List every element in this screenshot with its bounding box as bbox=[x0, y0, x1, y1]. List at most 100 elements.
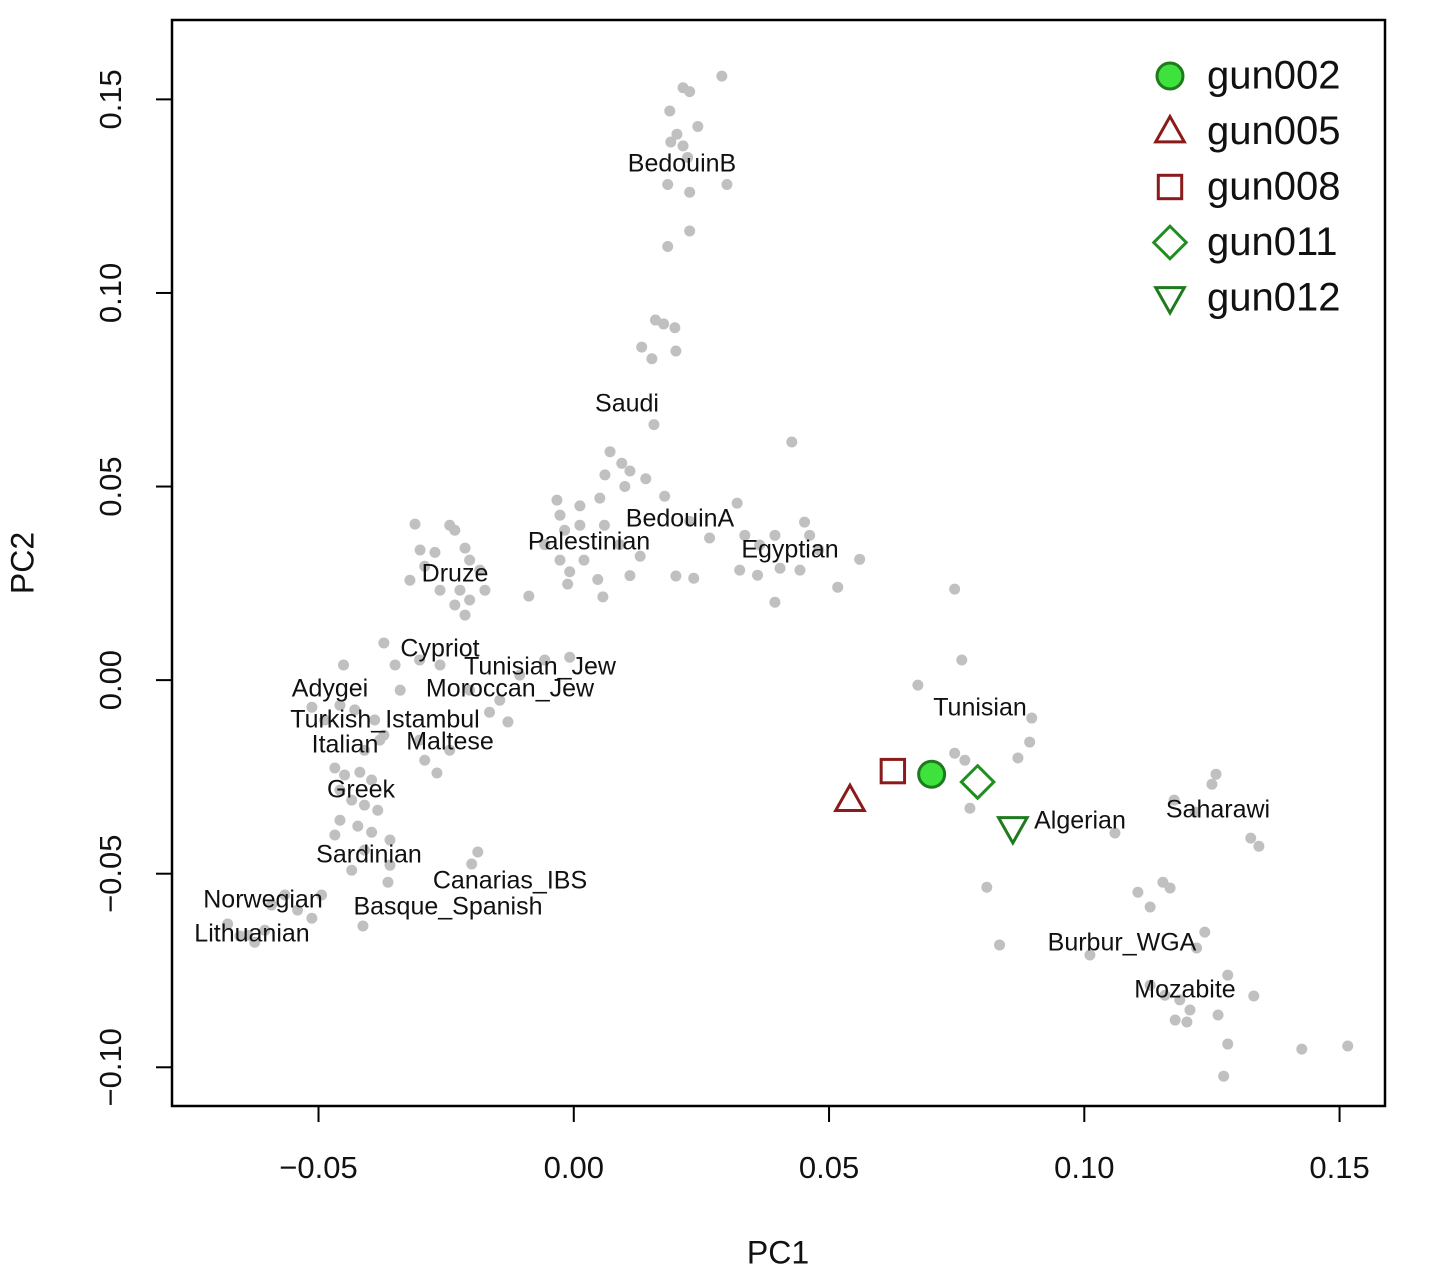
reference-point bbox=[539, 654, 551, 666]
reference-point bbox=[1132, 886, 1144, 898]
reference-point bbox=[349, 704, 361, 716]
reference-point bbox=[604, 446, 616, 458]
reference-point bbox=[444, 744, 456, 756]
reference-point bbox=[1199, 926, 1211, 938]
reference-point bbox=[222, 918, 234, 930]
group-label: Burbur_WGA bbox=[1048, 929, 1197, 957]
reference-point bbox=[306, 701, 318, 713]
reference-point bbox=[804, 529, 816, 541]
reference-point bbox=[329, 829, 341, 841]
reference-point bbox=[292, 904, 304, 916]
reference-point bbox=[716, 70, 728, 82]
reference-point bbox=[464, 594, 476, 606]
reference-point bbox=[404, 574, 416, 586]
reference-point bbox=[449, 524, 461, 536]
reference-point bbox=[474, 564, 486, 576]
legend-marker bbox=[1151, 224, 1189, 261]
group-label: Tunisian bbox=[933, 694, 1027, 722]
reference-point bbox=[578, 554, 590, 566]
reference-point bbox=[464, 684, 476, 696]
reference-point bbox=[658, 318, 670, 330]
reference-point bbox=[472, 846, 484, 858]
legend-marker bbox=[1155, 61, 1185, 91]
group-label: Greek bbox=[327, 776, 396, 804]
reference-point bbox=[684, 186, 696, 198]
reference-point bbox=[684, 515, 696, 527]
reference-point bbox=[266, 899, 278, 911]
legend-marker bbox=[1153, 286, 1187, 317]
reference-point bbox=[769, 529, 781, 541]
sample-marker bbox=[833, 782, 867, 813]
reference-point bbox=[564, 651, 576, 663]
reference-point bbox=[434, 659, 446, 671]
legend-label: gun012 bbox=[1207, 276, 1340, 320]
reference-point bbox=[372, 804, 384, 816]
reference-point bbox=[671, 128, 683, 140]
reference-point bbox=[366, 826, 378, 838]
reference-point bbox=[813, 544, 825, 556]
reference-point bbox=[597, 591, 609, 603]
reference-point bbox=[752, 569, 764, 581]
reference-point bbox=[616, 457, 628, 469]
reference-point bbox=[378, 637, 390, 649]
reference-point bbox=[594, 492, 606, 504]
reference-point bbox=[774, 562, 786, 574]
sample-marker bbox=[959, 763, 996, 801]
reference-point bbox=[1012, 752, 1024, 764]
sample-marker bbox=[879, 757, 907, 785]
reference-point bbox=[662, 240, 674, 252]
reference-point bbox=[739, 529, 751, 541]
reference-point bbox=[249, 936, 261, 948]
reference-point bbox=[682, 151, 694, 163]
reference-point bbox=[378, 729, 390, 741]
legend-marker bbox=[1153, 113, 1187, 144]
reference-point bbox=[346, 794, 358, 806]
reference-point bbox=[459, 609, 471, 621]
reference-point bbox=[649, 314, 661, 326]
group-label: Palestinian bbox=[528, 528, 650, 556]
reference-point bbox=[1218, 1070, 1230, 1082]
reference-point bbox=[346, 864, 358, 876]
y-tick-label: −0.10 bbox=[93, 1028, 128, 1106]
reference-point bbox=[1189, 806, 1201, 818]
reference-point bbox=[384, 859, 396, 871]
reference-point bbox=[794, 564, 806, 576]
reference-point bbox=[414, 734, 426, 746]
reference-point bbox=[1212, 1009, 1224, 1021]
reference-point bbox=[554, 509, 566, 521]
reference-point bbox=[1222, 969, 1234, 981]
reference-point bbox=[624, 465, 636, 477]
group-label: Italian bbox=[312, 731, 379, 759]
reference-point bbox=[384, 834, 396, 846]
reference-point bbox=[329, 762, 341, 774]
reference-point bbox=[786, 436, 798, 448]
sample-marker bbox=[917, 759, 947, 789]
reference-point bbox=[459, 542, 471, 554]
reference-point bbox=[959, 754, 971, 766]
reference-point bbox=[1248, 990, 1260, 1002]
reference-point bbox=[1168, 794, 1180, 806]
reference-point bbox=[1181, 1016, 1193, 1028]
reference-point bbox=[564, 566, 576, 578]
y-tick-label: 0.10 bbox=[93, 263, 128, 323]
reference-point bbox=[854, 553, 866, 565]
y-axis-label: PC2 bbox=[4, 532, 40, 594]
reference-point bbox=[769, 596, 781, 608]
reference-point bbox=[1144, 901, 1156, 913]
reference-point bbox=[665, 136, 677, 148]
x-axis-label: PC1 bbox=[747, 1234, 809, 1270]
reference-point bbox=[319, 714, 331, 726]
reference-point bbox=[389, 659, 401, 671]
reference-point bbox=[334, 699, 346, 711]
group-label: Algerian bbox=[1034, 807, 1126, 835]
reference-point bbox=[434, 584, 446, 596]
group-label: Saudi bbox=[595, 390, 659, 418]
reference-point bbox=[523, 590, 535, 602]
reference-point bbox=[1144, 979, 1156, 991]
reference-point bbox=[648, 419, 660, 431]
reference-point bbox=[464, 554, 476, 566]
reference-point bbox=[670, 570, 682, 582]
reference-point bbox=[449, 599, 461, 611]
reference-point bbox=[1169, 1014, 1181, 1026]
